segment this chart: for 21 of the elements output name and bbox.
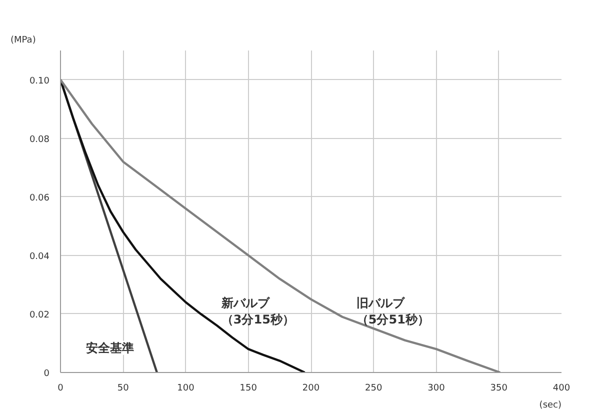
y-tick-label: 0.06 bbox=[29, 193, 50, 204]
x-tick-label: 300 bbox=[428, 384, 446, 394]
series-label: 新バルブ（3分15秒） bbox=[220, 296, 294, 327]
series-label: 安全基準 bbox=[86, 340, 134, 355]
y-tick-label: 0.08 bbox=[29, 134, 50, 145]
x-tick-label: 100 bbox=[177, 384, 195, 394]
y-tick-label: 0.10 bbox=[29, 76, 50, 86]
x-tick-label: 200 bbox=[302, 384, 320, 394]
x-axis-title: (sec) bbox=[539, 400, 562, 410]
y-axis-title: (MPa) bbox=[10, 36, 36, 46]
y-tick-label: 0 bbox=[44, 369, 50, 379]
x-tick-label: 400 bbox=[552, 384, 570, 394]
y-tick-label: 0.02 bbox=[29, 310, 50, 320]
x-tick-label: 50 bbox=[117, 384, 130, 394]
y-tick-label: 0.04 bbox=[29, 252, 50, 262]
x-tick-label: 0 bbox=[58, 384, 64, 394]
x-tick-label: 350 bbox=[490, 384, 508, 394]
series-label: 旧バルブ（5分51秒） bbox=[356, 296, 430, 327]
x-tick-label: 150 bbox=[240, 384, 258, 394]
line-series bbox=[60, 78, 502, 372]
x-tick-label: 250 bbox=[365, 384, 382, 394]
